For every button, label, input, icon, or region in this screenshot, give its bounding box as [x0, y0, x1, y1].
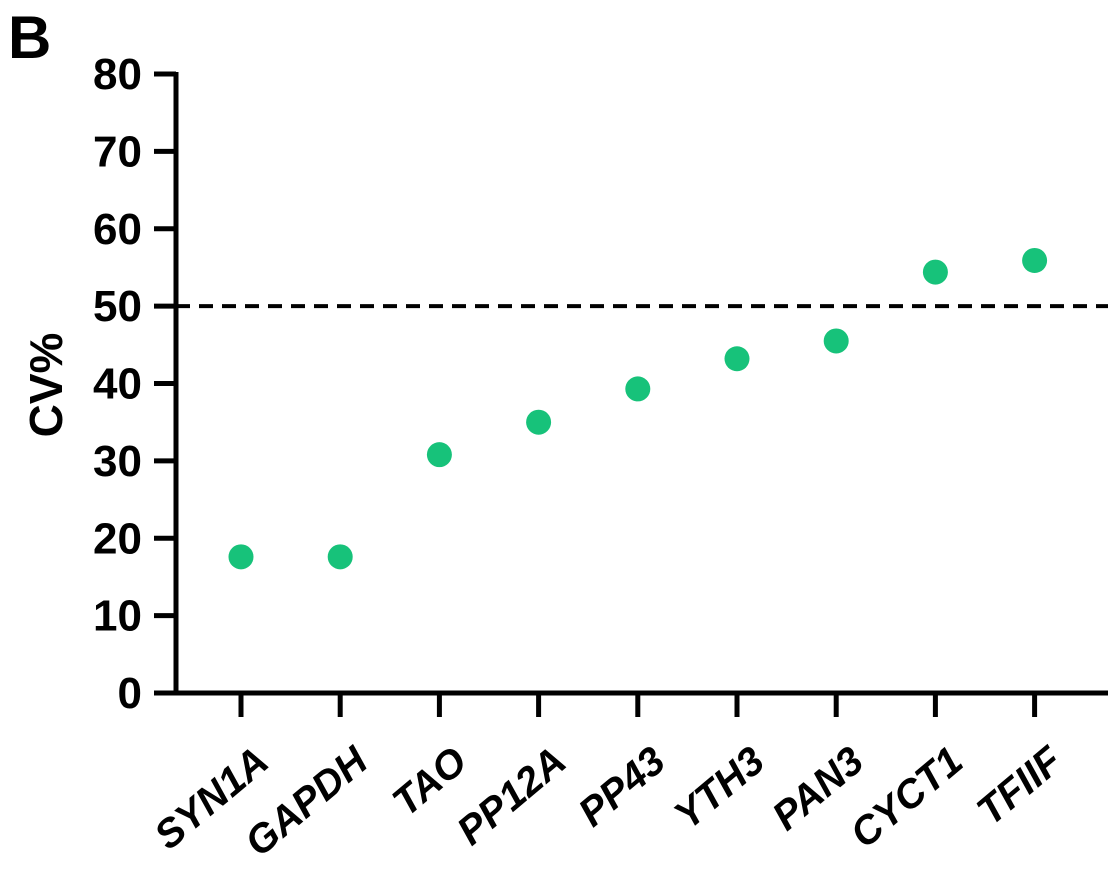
data-points-layer — [228, 247, 1048, 570]
data-point-syn1a — [228, 544, 254, 570]
y-tick-label: 60 — [93, 205, 142, 254]
data-point-pan3 — [823, 328, 849, 354]
x-tick-label-cyct1: CYCT1 — [842, 739, 971, 857]
panel-label: B — [8, 4, 51, 71]
x-tick-label-pp43: PP43 — [570, 739, 673, 836]
data-point-yth3 — [724, 346, 750, 372]
data-point-cyct1 — [922, 259, 948, 285]
y-ticks-layer: 0 10 20 30 40 50 60 70 80 — [93, 50, 176, 718]
data-point-tfiif — [1022, 247, 1048, 273]
y-tick-label: 70 — [93, 127, 142, 176]
x-tick-label-yth3: YTH3 — [666, 739, 773, 838]
y-tick-label: 30 — [93, 437, 142, 486]
y-tick-label: 50 — [93, 282, 142, 331]
y-tick-label: 40 — [93, 360, 142, 409]
y-tick-label: 10 — [93, 592, 142, 641]
data-point-tao — [426, 442, 452, 468]
y-tick-label: 20 — [93, 514, 142, 563]
x-tick-label-tfiif: TFIIF — [969, 738, 1072, 834]
data-point-gapdh — [327, 544, 353, 570]
y-axis-label: CV% — [20, 333, 72, 438]
y-tick-label: 0 — [118, 669, 142, 718]
data-point-pp12a — [526, 409, 552, 435]
data-point-pp43 — [625, 376, 651, 402]
y-tick-label: 80 — [93, 50, 142, 99]
x-tick-label-pp12a: PP12A — [449, 739, 574, 854]
